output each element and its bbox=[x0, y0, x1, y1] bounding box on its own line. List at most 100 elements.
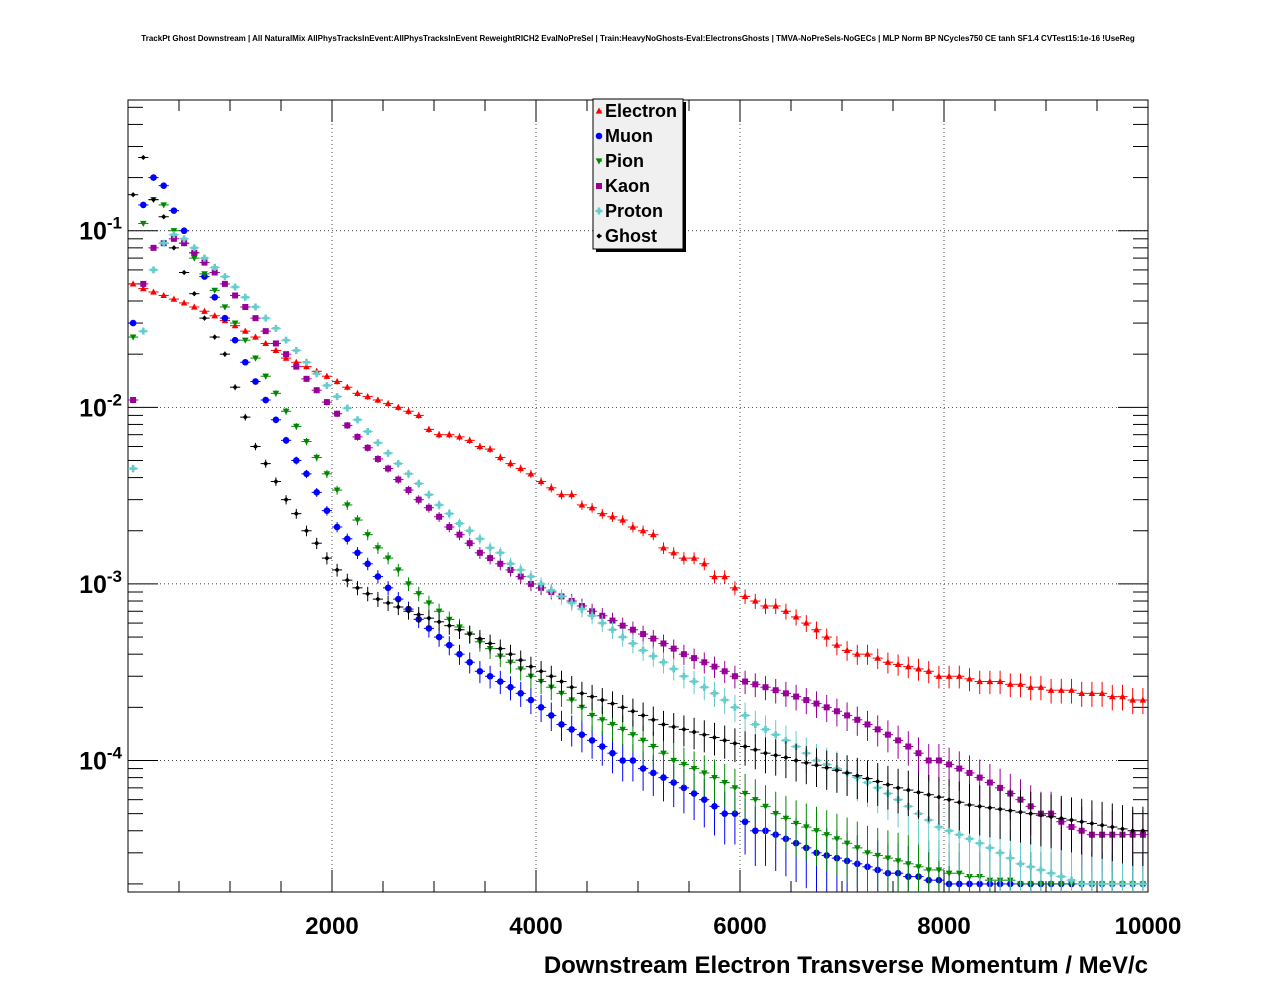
data-point bbox=[1058, 815, 1064, 821]
data-point bbox=[496, 549, 504, 557]
data-point bbox=[374, 439, 382, 447]
data-point bbox=[282, 437, 290, 444]
data-point bbox=[752, 597, 759, 604]
data-point bbox=[395, 595, 402, 603]
data-point bbox=[731, 703, 739, 711]
data-point bbox=[435, 633, 443, 641]
data-point bbox=[955, 831, 963, 839]
data-point bbox=[518, 657, 524, 663]
data-point bbox=[690, 554, 698, 561]
data-point bbox=[762, 602, 769, 609]
data-point bbox=[263, 461, 269, 467]
data-point bbox=[303, 363, 310, 370]
data-point bbox=[1006, 854, 1014, 862]
data-point bbox=[262, 328, 269, 335]
data-point bbox=[711, 573, 718, 580]
data-point bbox=[741, 592, 749, 599]
data-point bbox=[476, 442, 484, 450]
data-point bbox=[548, 712, 555, 719]
data-point bbox=[242, 303, 249, 310]
data-point bbox=[956, 672, 963, 679]
data-point bbox=[843, 840, 851, 847]
data-point bbox=[282, 336, 290, 344]
data-point bbox=[731, 673, 738, 680]
data-point bbox=[242, 327, 249, 334]
data-point bbox=[517, 465, 524, 472]
data-point bbox=[293, 511, 299, 517]
data-point bbox=[864, 775, 871, 782]
data-point bbox=[129, 334, 137, 341]
data-point bbox=[231, 283, 239, 291]
data-point bbox=[721, 696, 729, 704]
data-point bbox=[752, 747, 758, 753]
data-point bbox=[497, 453, 504, 461]
data-point bbox=[926, 792, 932, 798]
data-point bbox=[130, 192, 136, 198]
legend-label: Kaon bbox=[605, 176, 650, 196]
data-point bbox=[915, 789, 922, 795]
data-point bbox=[578, 731, 586, 738]
data-point bbox=[824, 765, 830, 771]
data-point bbox=[232, 384, 238, 390]
data-point bbox=[956, 765, 963, 772]
data-point bbox=[803, 619, 810, 626]
data-point bbox=[191, 303, 198, 310]
data-point bbox=[833, 836, 841, 843]
data-point bbox=[966, 802, 973, 808]
data-point bbox=[813, 828, 820, 835]
data-point bbox=[701, 732, 707, 738]
data-point bbox=[803, 760, 809, 766]
data-point bbox=[609, 700, 616, 707]
data-point bbox=[293, 423, 300, 430]
data-point bbox=[813, 626, 820, 633]
data-point bbox=[527, 470, 535, 477]
data-point bbox=[436, 619, 442, 625]
data-point bbox=[721, 779, 728, 787]
data-point bbox=[364, 560, 372, 568]
x-tick-label: 2000 bbox=[305, 913, 358, 940]
data-point bbox=[976, 678, 983, 685]
data-point bbox=[783, 754, 789, 761]
data-point bbox=[170, 207, 178, 214]
data-point bbox=[854, 845, 861, 852]
data-point bbox=[283, 351, 290, 358]
data-point bbox=[170, 235, 177, 242]
data-point bbox=[283, 497, 289, 503]
data-point bbox=[1007, 808, 1013, 814]
data-point bbox=[650, 717, 656, 723]
data-point bbox=[150, 197, 157, 203]
data-point bbox=[619, 757, 626, 764]
data-point bbox=[977, 803, 983, 809]
legend-marker bbox=[595, 158, 603, 165]
data-point bbox=[680, 554, 688, 561]
data-point bbox=[313, 454, 320, 461]
x-tick-label: 4000 bbox=[509, 913, 562, 940]
data-point bbox=[323, 507, 331, 514]
data-point bbox=[435, 608, 443, 615]
data-point bbox=[1078, 689, 1085, 696]
legend-marker bbox=[595, 107, 603, 114]
data-point bbox=[721, 668, 728, 675]
data-point bbox=[620, 704, 626, 710]
data-point bbox=[323, 399, 330, 406]
series-ghost bbox=[128, 154, 1148, 866]
data-point bbox=[588, 737, 596, 744]
legend-marker bbox=[595, 132, 603, 140]
data-point bbox=[935, 757, 942, 764]
data-point bbox=[272, 324, 280, 332]
data-point bbox=[588, 712, 596, 719]
data-point bbox=[639, 646, 647, 654]
data-point bbox=[385, 465, 392, 472]
data-point bbox=[976, 774, 983, 781]
data-point bbox=[578, 605, 586, 613]
data-point bbox=[701, 770, 708, 777]
data-point bbox=[231, 320, 239, 327]
data-point bbox=[476, 535, 484, 543]
data-point bbox=[578, 704, 586, 711]
data-point bbox=[1017, 860, 1024, 868]
data-point bbox=[670, 665, 678, 673]
data-point bbox=[905, 743, 912, 750]
x-tick-label: 8000 bbox=[917, 913, 970, 940]
data-point bbox=[987, 805, 993, 811]
data-point bbox=[364, 444, 371, 451]
